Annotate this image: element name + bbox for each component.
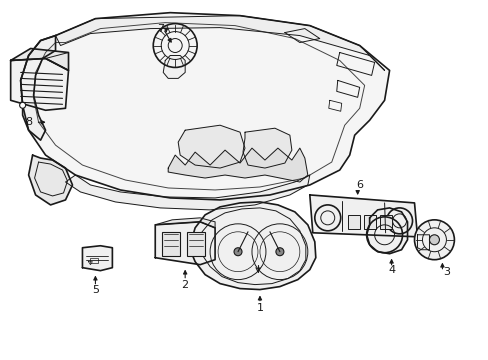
Polygon shape bbox=[20, 13, 389, 200]
Bar bbox=[347, 215, 359, 229]
Polygon shape bbox=[155, 222, 215, 265]
Polygon shape bbox=[309, 195, 417, 237]
Polygon shape bbox=[190, 202, 315, 289]
Polygon shape bbox=[178, 125, 244, 168]
Bar bbox=[162, 232, 180, 256]
Polygon shape bbox=[155, 218, 215, 228]
Circle shape bbox=[414, 220, 453, 260]
Polygon shape bbox=[11, 58, 68, 110]
Text: 4: 4 bbox=[387, 265, 394, 275]
Text: 5: 5 bbox=[92, 284, 99, 294]
Bar bbox=[187, 232, 204, 256]
Bar bbox=[363, 215, 375, 229]
Circle shape bbox=[20, 102, 25, 108]
Circle shape bbox=[275, 248, 284, 256]
Text: 7: 7 bbox=[156, 24, 163, 33]
Polygon shape bbox=[29, 155, 72, 205]
Bar bbox=[379, 215, 391, 229]
Polygon shape bbox=[366, 208, 407, 254]
Polygon shape bbox=[168, 148, 307, 182]
Circle shape bbox=[428, 235, 439, 245]
Polygon shape bbox=[243, 128, 291, 168]
Polygon shape bbox=[65, 175, 309, 210]
Text: 8: 8 bbox=[25, 117, 32, 127]
Text: 2: 2 bbox=[181, 280, 188, 289]
Polygon shape bbox=[20, 36, 56, 140]
Text: 1: 1 bbox=[256, 302, 263, 312]
Bar bbox=[90, 258, 98, 263]
Polygon shape bbox=[82, 246, 112, 271]
Polygon shape bbox=[163, 55, 185, 78]
Polygon shape bbox=[56, 15, 384, 71]
Circle shape bbox=[234, 248, 242, 256]
Text: 6: 6 bbox=[355, 180, 363, 190]
Polygon shape bbox=[11, 49, 68, 71]
Text: 3: 3 bbox=[442, 267, 449, 276]
